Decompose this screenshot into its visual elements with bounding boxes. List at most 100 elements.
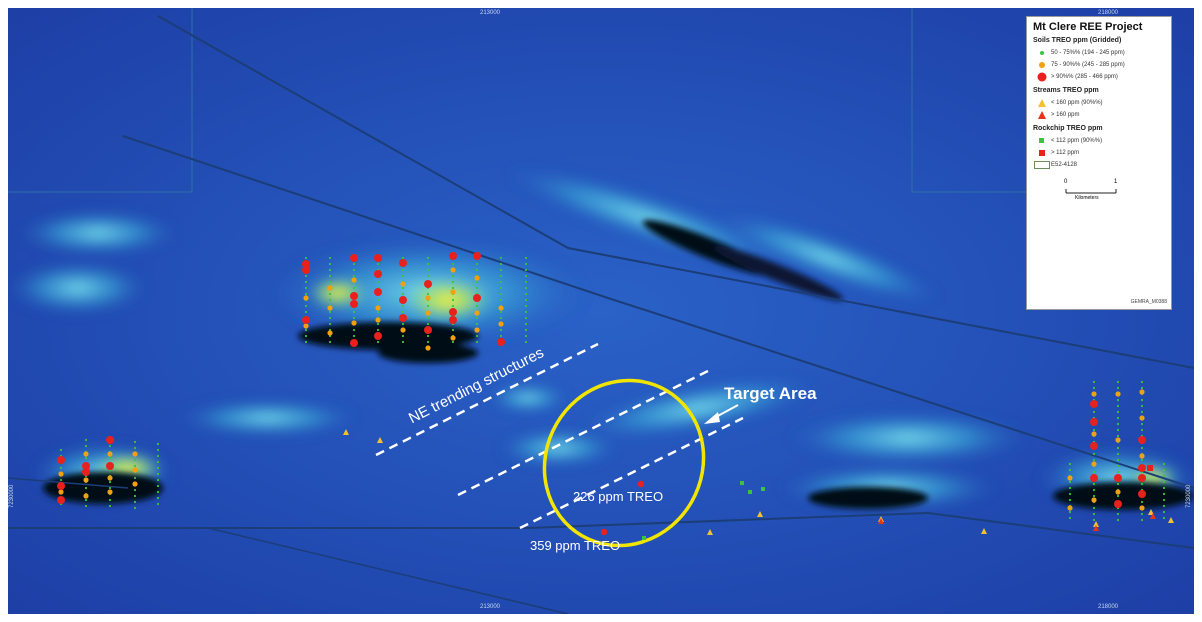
soil-sample-point [524,286,528,290]
soil-sample-point [1116,470,1120,474]
soil-sample-point [1116,446,1120,450]
soil-sample-point [474,310,480,316]
soil-sample-point [374,288,382,296]
soil-sample-point [1116,494,1120,498]
soil-sample-point [108,498,112,502]
stream-sample-point [377,437,383,443]
soil-sample-point [1116,380,1120,384]
soil-sample-point [426,292,430,296]
soil-sample-point [132,451,138,457]
soil-sample-point [475,268,479,272]
soil-sample-point [425,310,431,316]
soil-sample-point [499,334,503,338]
soil-sample-point [1162,486,1166,490]
soil-sample-point [1115,489,1121,495]
soil-sample-point [499,268,503,272]
soil-sample-point [1116,422,1120,426]
soil-sample-point [401,268,405,272]
soil-sample-point [328,262,332,266]
soil-sample-point [1092,488,1096,492]
soil-sample-point [133,506,137,510]
soil-sample-point [401,292,405,296]
soil-sample-point [524,322,528,326]
soil-sample-point [1116,458,1120,462]
soil-sample-point [328,340,332,344]
soil-sample-point [1090,474,1098,482]
soil-sample-point [328,310,332,314]
soil-sample-point [475,286,479,290]
soil-sample-point [156,460,160,464]
soil-sample-point [1139,453,1145,459]
soil-sample-point [1068,468,1072,472]
soil-sample-point [524,328,528,332]
treo-226-label: 226 ppm TREO [573,489,664,504]
soil-sample-point [374,254,382,262]
soil-sample-point [156,484,160,488]
legend-rockchip-heading: Rockchip TREO ppm [1033,125,1103,132]
soil-sample-point [156,442,160,446]
legend-item: 75 - 90%% (245 - 285 ppm) [1033,59,1165,71]
soil-sample-point [426,316,430,320]
soil-sample-point [1139,389,1145,395]
soil-sample-point [1140,500,1144,504]
stream-sample-point [878,518,884,524]
soil-sample-point [328,322,332,326]
soil-sample-point [475,340,479,344]
soil-sample-point [1091,497,1097,503]
soil-sample-point [1067,505,1073,511]
soil-sample-point [1140,482,1144,486]
rockchip-point [740,481,744,485]
soil-sample-point [133,500,137,504]
soil-sample-point [302,316,310,324]
treo-359-sample-point [600,528,608,536]
stream-sample-point [1093,525,1099,531]
soil-sample-point [450,335,456,341]
soil-sample-point [1068,492,1072,496]
soil-sample-point [474,275,480,281]
soil-sample-point [524,274,528,278]
soil-sample-point [499,280,503,284]
legend-item-label: > 90%% (285 - 466 ppm) [1051,74,1118,80]
stream-sample-point [1148,509,1154,515]
stream-sample-point [757,511,763,517]
small-green-dot-icon [1033,50,1051,56]
soil-sample-point [1162,492,1166,496]
soil-sample-point [1139,505,1145,511]
soil-sample-point [352,316,356,320]
soil-sample-point [352,334,356,338]
soil-sample-point [524,298,528,302]
soil-sample-point [132,481,138,487]
soil-sample-point [1092,458,1096,462]
soil-sample-point [1068,516,1072,520]
target-area-label: Target Area [724,384,817,403]
soil-sample-point [1092,518,1096,522]
soil-sample-point [475,280,479,284]
soil-sample-point [376,298,380,302]
soil-sample-point [499,316,503,320]
soil-sample-point [450,267,456,273]
soil-sample-point [1114,474,1122,482]
soil-sample-point [156,448,160,452]
soil-sample-point [133,488,137,492]
rockchip-point [1147,465,1153,471]
soil-sample-point [425,295,431,301]
soil-sample-point [58,471,64,477]
soil-sample-point [451,328,455,332]
soil-sample-point [473,294,481,302]
soil-sample-point [376,322,380,326]
grid-tick-bottom-1: 213000 [480,604,501,610]
legend-item-label: 50 - 75%% (194 - 245 ppm) [1051,50,1125,56]
soil-sample-point [352,268,356,272]
soil-sample-point [401,304,405,308]
soil-sample-point [1162,480,1166,484]
soil-sample-point [451,340,455,344]
soil-sample-point [1140,380,1144,384]
soil-sample-point [82,468,90,476]
soil-sample-point [304,304,308,308]
soil-sample-point [108,444,112,448]
soil-sample-point [376,328,380,332]
magnetics-map[interactable]: 213000 218000 213000 218000 7230000 7230… [8,8,1194,614]
soil-sample-point [108,456,112,460]
soil-sample-point [133,476,137,480]
legend-item-label: > 160 ppm [1051,112,1080,118]
